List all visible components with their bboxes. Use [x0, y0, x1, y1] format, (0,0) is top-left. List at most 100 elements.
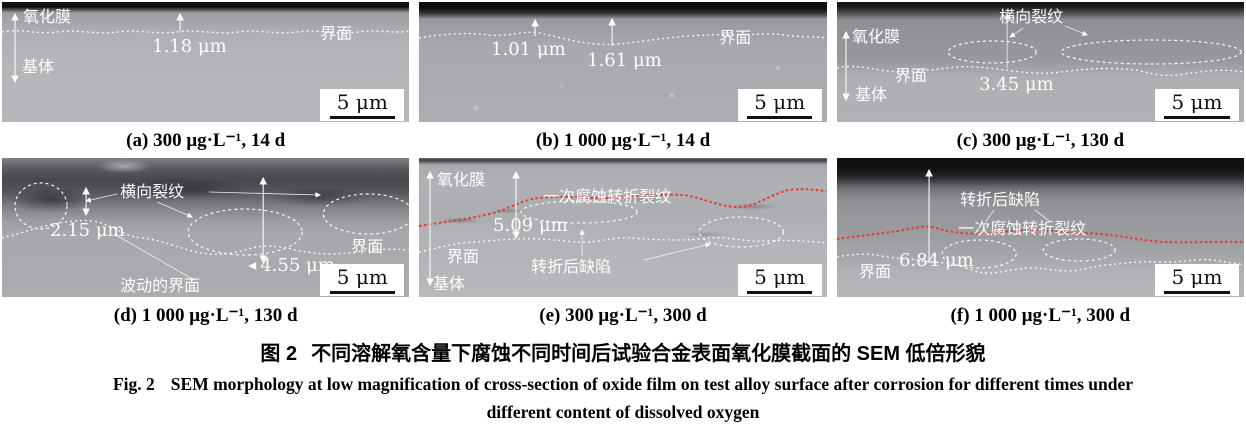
scale-bar-label: 5 μm	[329, 89, 395, 119]
micrograph-f: 转折后缺陷 一次腐蚀转折裂纹 6.84 μm 界面 5 μm	[836, 158, 1244, 297]
defect-ellipse-1	[941, 239, 1017, 269]
annotations-e: 氧化膜 一次腐蚀转折裂纹 5.09 μm 界面 转折后缺陷 基体	[419, 170, 827, 293]
wavy-interface-leader	[113, 233, 195, 281]
panel-caption-c: (c) 300 μg·L⁻¹, 130 d	[956, 129, 1125, 151]
crack-leader-left	[85, 193, 118, 203]
crack-leader-right	[209, 191, 322, 198]
scale-bar: 5 μm	[1155, 89, 1239, 121]
interface-dotted-line	[836, 253, 1244, 274]
figure-caption-zh: 图 2 不同溶解氧含量下腐蚀不同时间后试验合金表面氧化膜截面的 SEM 低倍形貌	[0, 337, 1246, 366]
figure-caption-zh-text: 不同溶解氧含量下腐蚀不同时间后试验合金表面氧化膜截面的 SEM 低倍形貌	[311, 343, 986, 365]
defect-ellipse-2	[698, 216, 785, 248]
measurement-label-2: 1.61 μm	[587, 50, 662, 71]
crack-leader-down	[156, 201, 193, 218]
panel-caption-a: (a) 300 μg·L⁻¹, 14 d	[126, 129, 286, 151]
figure-number-zh: 图 2	[260, 343, 298, 365]
crack-ellipse-2	[1060, 39, 1242, 65]
defect-leader-right	[644, 242, 712, 261]
panel-caption-b: (b) 1 000 μg·L⁻¹, 14 d	[535, 129, 711, 151]
interface-dotted-line	[2, 219, 410, 255]
interface-dotted-line	[836, 65, 1244, 77]
scale-bar-label: 5 μm	[747, 264, 813, 294]
crack-ellipse-1	[14, 182, 68, 230]
scale-bar-label: 5 μm	[747, 89, 813, 119]
micrograph-d: 横向裂纹 2.15 μm 4.55 μm 界面 波动的界面 5 μm	[2, 158, 410, 297]
defect-ellipse-2	[1042, 238, 1116, 262]
label-oxide-film: 氧化膜	[23, 8, 71, 26]
primary-corrosion-crack-line	[419, 188, 827, 227]
label-wavy-interface: 波动的界面	[120, 277, 200, 295]
scale-bar: 5 μm	[1155, 264, 1239, 296]
measurement-label-1: 1.01 μm	[491, 39, 566, 60]
micrograph-b: 1.01 μm 1.61 μm 界面 5 μm	[419, 2, 827, 122]
crack-leader-right	[1064, 25, 1088, 36]
panel-caption-d: (d) 1 000 μg·L⁻¹, 130 d	[113, 304, 298, 326]
left-arrowhead	[248, 262, 257, 270]
panel-c: 横向裂纹 氧化膜 界面 基体 3.45 μm 5 μm (c) 300 μg·L…	[836, 2, 1244, 158]
micrograph-grid-row2: 横向裂纹 2.15 μm 4.55 μm 界面 波动的界面 5 μm (d) 1…	[0, 158, 1246, 333]
label-interface: 界面	[320, 25, 352, 43]
label-primary-corrosion-crack: 一次腐蚀转折裂纹	[543, 188, 671, 206]
interface-dotted-line	[2, 30, 410, 34]
annotations-c: 横向裂纹 氧化膜 界面 基体 3.45 μm	[836, 8, 1244, 104]
primary-corrosion-crack-line	[836, 225, 1244, 244]
annotations-d: 横向裂纹 2.15 μm 4.55 μm 界面 波动的界面	[2, 176, 410, 295]
interface-dotted-line	[419, 31, 827, 46]
measurement-label-2: 4.55 μm	[260, 255, 335, 276]
measurement-label: 1.18 μm	[152, 36, 227, 57]
crack-leader-left	[1009, 27, 1024, 38]
figure-caption-en-line2: different content of dissolved oxygen	[486, 402, 760, 422]
label-interface: 界面	[447, 248, 479, 266]
label-interface: 界面	[859, 263, 891, 281]
interface-dotted-line	[419, 237, 827, 253]
micrograph-grid-row1: 氧化膜 基体 1.18 μm 界面 5 μm (a) 300 μg·L⁻¹, 1…	[0, 2, 1246, 158]
annotations-b: 1.01 μm 1.61 μm 界面	[419, 17, 827, 71]
label-transverse-crack: 横向裂纹	[999, 8, 1063, 26]
label-transverse-crack: 横向裂纹	[120, 183, 184, 201]
crack-ellipse-3	[322, 193, 410, 235]
measurement-label: 6.84 μm	[899, 250, 974, 271]
scale-bar: 5 μm	[737, 89, 822, 121]
label-primary-corrosion-crack: 一次腐蚀转折裂纹	[958, 220, 1086, 238]
panel-caption-e: (e) 300 μg·L⁻¹, 300 d	[539, 304, 707, 326]
scale-bar: 5 μm	[320, 89, 405, 121]
figure-2: 氧化膜 基体 1.18 μm 界面 5 μm (a) 300 μg·L⁻¹, 1…	[0, 2, 1246, 422]
annotations-a: 氧化膜 基体 1.18 μm 界面	[2, 8, 410, 84]
measurement-label-1: 2.15 μm	[50, 220, 125, 241]
label-defect-after-turn: 转折后缺陷	[531, 258, 611, 276]
defect-leader-1	[984, 209, 995, 223]
panel-e: 氧化膜 一次腐蚀转折裂纹 5.09 μm 界面 转折后缺陷 基体 5 μm (e…	[419, 158, 827, 333]
figure-caption-en-line1: Fig. 2 SEM morphology at low magnificatio…	[0, 374, 1246, 395]
defect-leader-2	[1034, 209, 1050, 222]
defect-ellipse-1	[520, 200, 639, 224]
label-substrate: 基体	[855, 86, 887, 104]
scale-bar: 5 μm	[737, 264, 822, 296]
scale-bar-label: 5 μm	[1164, 89, 1230, 119]
micrograph-e: 氧化膜 一次腐蚀转折裂纹 5.09 μm 界面 转折后缺陷 基体 5 μm	[419, 158, 827, 297]
label-interface: 界面	[895, 67, 927, 85]
figure-number-en: Fig. 2	[112, 374, 155, 394]
label-substrate: 基体	[22, 58, 54, 76]
label-interface: 界面	[720, 29, 752, 47]
scale-bar: 5 μm	[320, 264, 405, 296]
label-defect-after-turn: 转折后缺陷	[960, 191, 1040, 209]
annotations-f: 转折后缺陷 一次腐蚀转折裂纹 6.84 μm 界面	[836, 168, 1244, 281]
label-interface: 界面	[351, 238, 383, 256]
label-oxide-film: 氧化膜	[852, 28, 900, 46]
label-oxide-film: 氧化膜	[437, 171, 485, 189]
panel-a: 氧化膜 基体 1.18 μm 界面 5 μm (a) 300 μg·L⁻¹, 1…	[2, 2, 410, 158]
panel-caption-f: (f) 1 000 μg·L⁻¹, 300 d	[950, 304, 1131, 326]
panel-b: 1.01 μm 1.61 μm 界面 5 μm (b) 1 000 μg·L⁻¹…	[419, 2, 827, 158]
label-substrate: 基体	[433, 275, 465, 293]
scale-bar-label: 5 μm	[329, 264, 395, 294]
panel-d: 横向裂纹 2.15 μm 4.55 μm 界面 波动的界面 5 μm (d) 1…	[2, 158, 410, 333]
crack-ellipse-2	[187, 208, 303, 256]
crack-ellipse-1	[947, 40, 1037, 64]
measurement-label: 5.09 μm	[493, 215, 568, 236]
scale-bar-label: 5 μm	[1164, 264, 1230, 294]
micrograph-c: 横向裂纹 氧化膜 界面 基体 3.45 μm 5 μm	[836, 2, 1244, 122]
measurement-label: 3.45 μm	[979, 74, 1054, 95]
figure-caption-en-text: SEM morphology at low magnification of c…	[170, 374, 1134, 394]
panel-f: 转折后缺陷 一次腐蚀转折裂纹 6.84 μm 界面 5 μm (f) 1 000…	[836, 158, 1244, 333]
micrograph-a: 氧化膜 基体 1.18 μm 界面 5 μm	[2, 2, 410, 122]
